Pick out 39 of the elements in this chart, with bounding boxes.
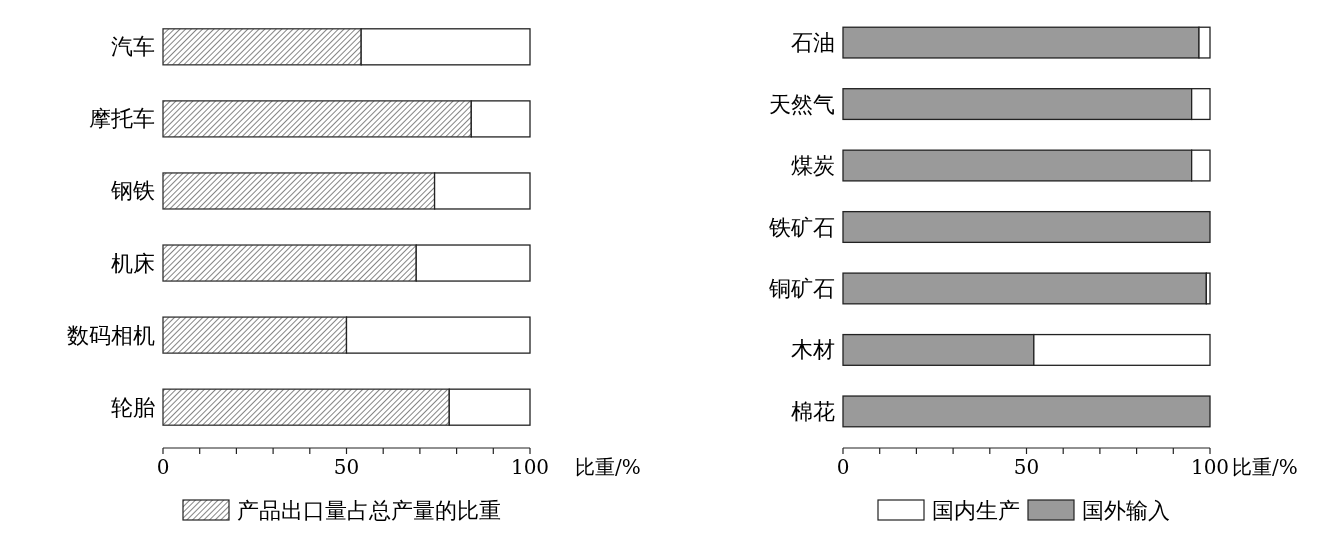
y-tick-label: 机床: [111, 250, 155, 276]
legend-label: 国外输入: [1082, 497, 1170, 523]
bar: [345, 316, 531, 354]
bar: [360, 28, 531, 66]
bar: [842, 272, 1207, 305]
y-tick-label: 数码相机: [67, 322, 155, 348]
y-tick-label: 棉花: [791, 398, 835, 424]
legend-label: 产品出口量占总产量的比重: [237, 497, 501, 523]
x-tick-label: 50: [333, 455, 360, 479]
bar: [433, 172, 531, 210]
x-tick-label: 50: [1013, 455, 1040, 479]
bar: [448, 388, 531, 426]
bar: [162, 244, 417, 282]
x-tick-label: 0: [156, 455, 170, 479]
bar: [470, 100, 531, 138]
y-tick-label: 汽车: [111, 34, 155, 60]
x-tick-label: 100: [510, 455, 550, 479]
x-tick-label: 100: [1190, 455, 1230, 479]
bar: [162, 316, 348, 354]
x-axis-title: 比重/%: [575, 455, 641, 479]
bar: [162, 388, 450, 426]
x-axis-title: 比重/%: [1232, 455, 1298, 479]
y-tick-label: 铜矿石: [768, 275, 835, 301]
bar: [842, 395, 1211, 428]
legend-label: 国内生产: [932, 497, 1020, 523]
y-tick-label: 铁矿石: [768, 214, 835, 240]
bar: [162, 28, 362, 66]
bar: [842, 210, 1211, 244]
y-tick-label: 轮胎: [111, 394, 155, 420]
y-tick-label: 摩托车: [89, 106, 155, 132]
bar: [162, 100, 472, 138]
y-tick-label: 木材: [791, 337, 835, 363]
bar: [415, 244, 531, 282]
bar: [162, 172, 436, 210]
x-tick-label: 0: [836, 455, 850, 479]
y-tick-label: 钢铁: [110, 178, 155, 204]
y-tick-label: 煤炭: [791, 153, 835, 179]
y-tick-label: 天然气: [769, 91, 835, 117]
y-tick-label: 石油: [791, 30, 835, 56]
